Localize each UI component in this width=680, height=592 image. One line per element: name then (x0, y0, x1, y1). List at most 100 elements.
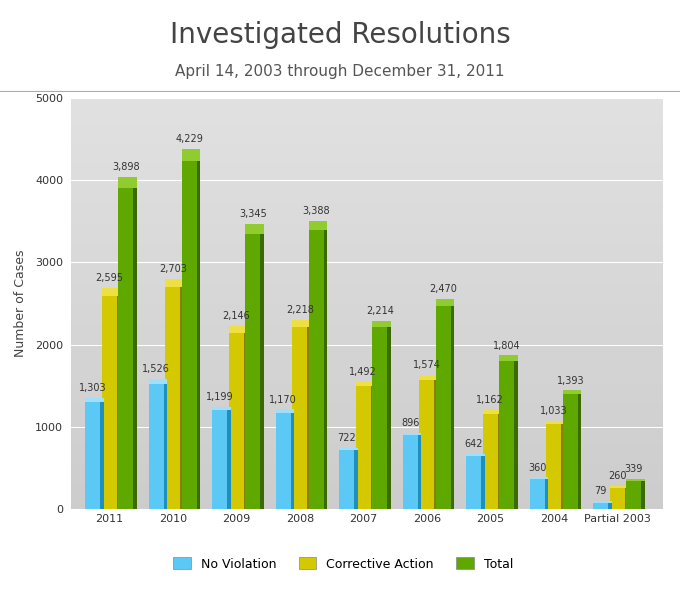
Bar (466, 454, 485, 456)
Bar (434, 379, 438, 509)
Bar (292, 320, 311, 327)
Bar (118, 177, 137, 188)
Text: 2,470: 2,470 (429, 284, 457, 294)
Bar (164, 384, 167, 509)
Bar (641, 481, 645, 509)
Bar (500, 355, 518, 361)
Bar (387, 327, 391, 509)
Bar (418, 435, 422, 509)
Text: 1,199: 1,199 (206, 392, 233, 402)
Text: 1,804: 1,804 (493, 340, 521, 350)
Text: 2,214: 2,214 (366, 305, 394, 316)
Bar (563, 391, 581, 394)
Bar (86, 398, 104, 402)
Bar (371, 387, 375, 509)
Bar (197, 161, 201, 509)
Legend: No Violation, Corrective Action, Total: No Violation, Corrective Action, Total (169, 552, 518, 575)
Bar (212, 407, 231, 410)
Bar (100, 402, 104, 509)
Bar (626, 479, 645, 481)
Bar (563, 394, 577, 509)
Text: 360: 360 (528, 462, 547, 472)
Bar (165, 287, 180, 509)
Text: 2,595: 2,595 (95, 273, 123, 283)
Bar (133, 188, 137, 509)
Bar (149, 384, 164, 509)
Text: 2,703: 2,703 (159, 264, 187, 274)
Bar (339, 450, 354, 509)
Bar (324, 230, 327, 509)
Text: Investigated Resolutions: Investigated Resolutions (169, 21, 511, 49)
Bar (212, 410, 227, 509)
Text: April 14, 2003 through December 31, 2011: April 14, 2003 through December 31, 2011 (175, 64, 505, 79)
Bar (481, 456, 485, 509)
Bar (514, 361, 518, 509)
Bar (180, 287, 184, 509)
Text: 896: 896 (401, 418, 420, 428)
Text: 2,146: 2,146 (222, 311, 250, 321)
Bar (483, 410, 501, 413)
Bar (118, 188, 133, 509)
Bar (594, 501, 612, 503)
Bar (290, 413, 294, 509)
Bar (356, 382, 375, 387)
Bar (625, 488, 628, 509)
Text: 3,345: 3,345 (239, 210, 267, 219)
Text: 1,303: 1,303 (79, 383, 107, 393)
Bar (245, 224, 264, 234)
Text: 79: 79 (594, 485, 607, 496)
Bar (608, 503, 612, 509)
Text: 1,393: 1,393 (556, 375, 584, 385)
Bar (436, 299, 454, 306)
Bar (292, 327, 307, 509)
Text: 260: 260 (608, 471, 626, 481)
Text: 1,526: 1,526 (142, 364, 170, 374)
Bar (547, 421, 565, 424)
Bar (229, 333, 243, 509)
Text: 1,492: 1,492 (350, 367, 377, 377)
Text: 1,170: 1,170 (269, 394, 297, 404)
Bar (227, 410, 231, 509)
Bar (356, 387, 371, 509)
Bar (373, 320, 391, 327)
Bar (530, 477, 548, 480)
Bar (102, 295, 116, 509)
Bar (373, 327, 387, 509)
Bar (182, 149, 201, 161)
Bar (260, 234, 264, 509)
Text: 3,388: 3,388 (303, 205, 330, 215)
Bar (610, 485, 628, 488)
Text: 1,574: 1,574 (413, 360, 441, 370)
Text: 2,218: 2,218 (286, 305, 313, 316)
Bar (466, 456, 481, 509)
Bar (86, 402, 100, 509)
Bar (307, 327, 311, 509)
Bar (182, 161, 197, 509)
Bar (610, 488, 625, 509)
Text: 642: 642 (464, 439, 483, 449)
Text: 3,898: 3,898 (112, 162, 139, 172)
Text: 4,229: 4,229 (175, 134, 203, 144)
Bar (116, 295, 120, 509)
Bar (451, 306, 454, 509)
Y-axis label: Number of Cases: Number of Cases (14, 250, 27, 357)
Text: 1,033: 1,033 (540, 406, 568, 416)
Bar (561, 424, 565, 509)
Bar (165, 279, 184, 287)
Text: 339: 339 (625, 464, 643, 474)
Bar (403, 433, 422, 435)
Bar (594, 503, 608, 509)
Bar (436, 306, 451, 509)
Bar (149, 379, 167, 384)
Bar (102, 288, 120, 295)
Bar (403, 435, 418, 509)
Bar (245, 234, 260, 509)
Bar (339, 448, 358, 450)
Bar (420, 379, 434, 509)
Bar (530, 480, 545, 509)
Bar (498, 413, 501, 509)
Bar (276, 410, 294, 413)
Bar (483, 413, 498, 509)
Bar (243, 333, 248, 509)
Bar (229, 326, 248, 333)
